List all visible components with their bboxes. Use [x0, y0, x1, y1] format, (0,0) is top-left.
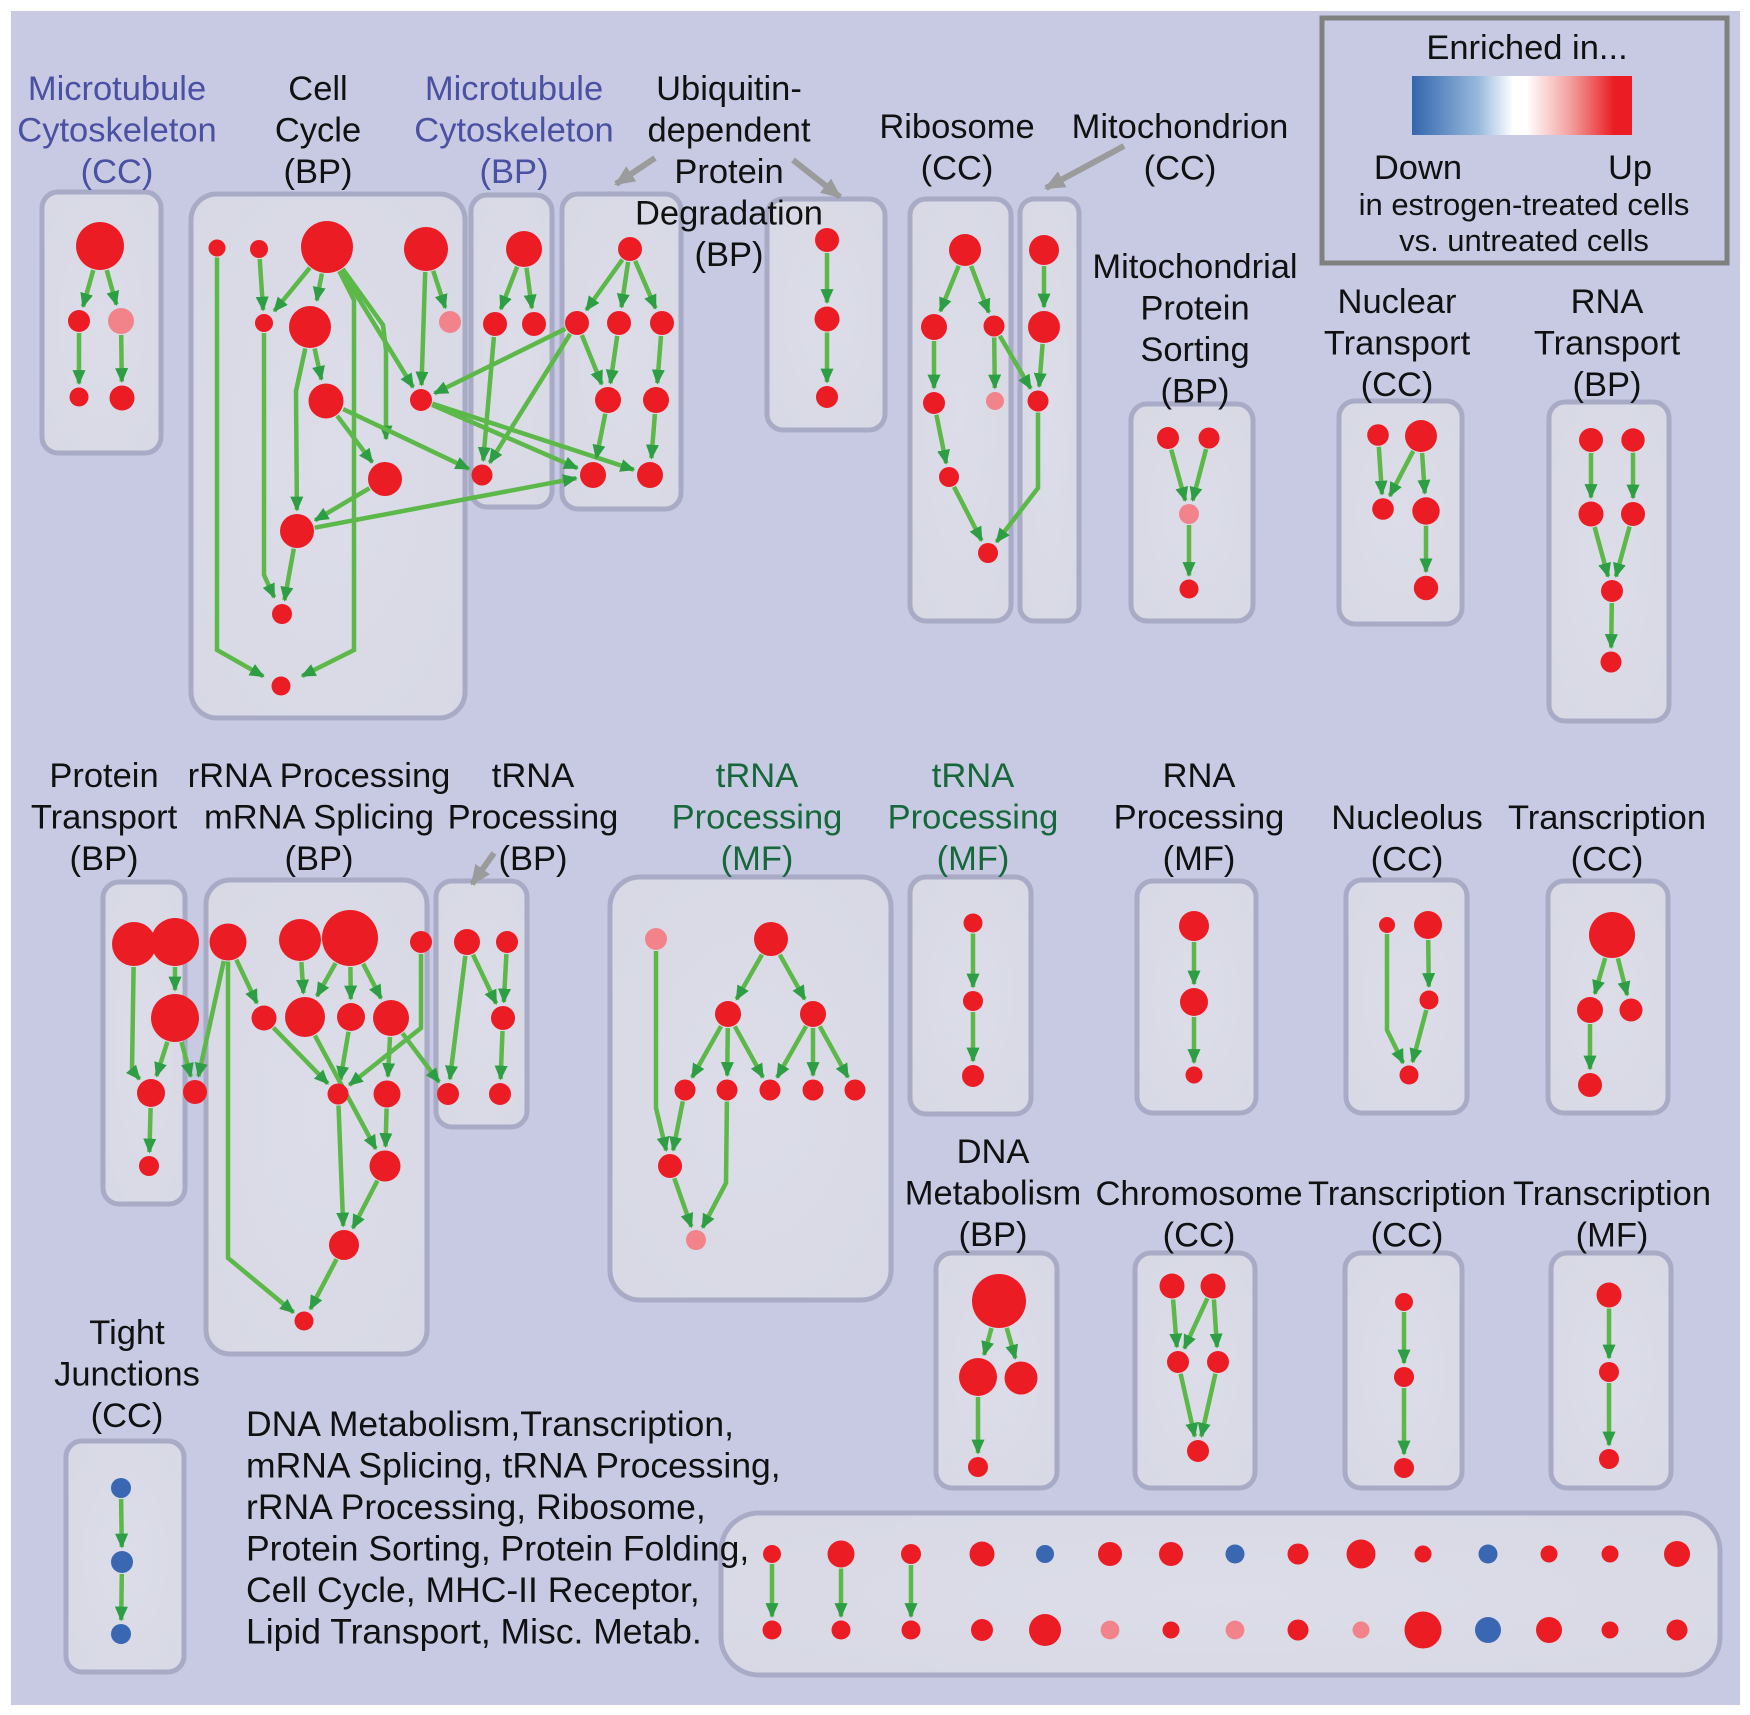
svg-text:vs. untreated cells: vs. untreated cells: [1399, 223, 1649, 258]
svg-text:in estrogen-treated cells: in estrogen-treated cells: [1359, 187, 1690, 222]
svg-text:Down: Down: [1374, 149, 1462, 187]
svg-text:Enriched in...: Enriched in...: [1426, 29, 1627, 67]
svg-text:Up: Up: [1608, 149, 1652, 187]
svg-text:Nucleolus(CC): Nucleolus (CC): [1331, 799, 1483, 879]
svg-text:Chromosome(CC): Chromosome (CC): [1095, 1175, 1302, 1255]
svg-text:Transcription(MF): Transcription (MF): [1513, 1175, 1711, 1255]
svg-text:Mitochondrion(CC): Mitochondrion (CC): [1072, 108, 1289, 188]
svg-text:Transcription(CC): Transcription (CC): [1508, 799, 1706, 879]
svg-text:Ribosome(CC): Ribosome (CC): [879, 108, 1034, 188]
svg-text:DNA Metabolism,Transcription,m: DNA Metabolism,Transcription, mRNA Splici…: [246, 1404, 781, 1652]
svg-text:Transcription(CC): Transcription (CC): [1308, 1175, 1506, 1255]
